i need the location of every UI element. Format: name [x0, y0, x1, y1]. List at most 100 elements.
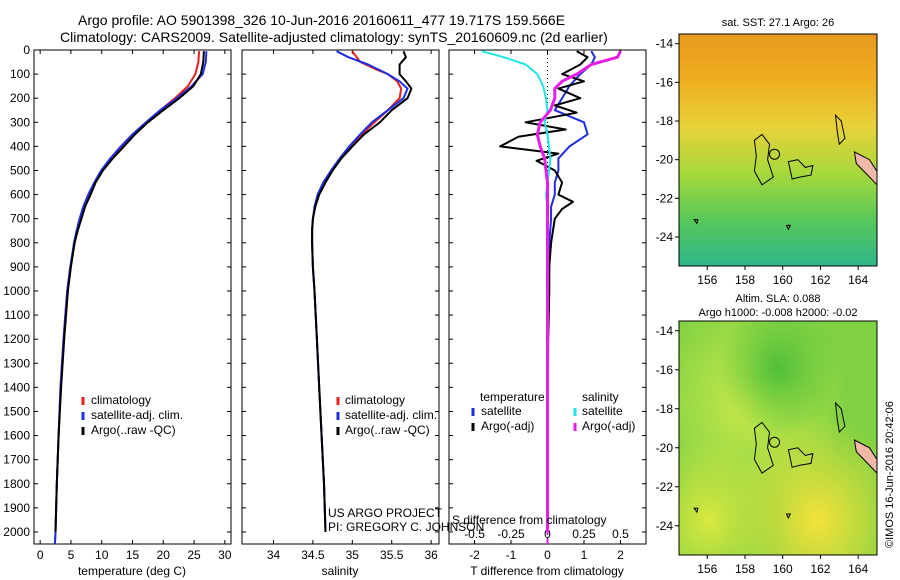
series-satellite-adj-clim	[311, 50, 409, 533]
series-argo-raw-qc	[311, 50, 413, 533]
salinity-panel: 34 34.5 35 35.5 36 climatology satellite-adj…	[241, 49, 484, 578]
y-tick-label: 200	[10, 91, 30, 105]
title-line-1: Argo profile: AO 5901398_326 10-Jun-2016…	[78, 12, 565, 28]
legend-label-satellite: satellite-adj. clim.	[91, 408, 183, 422]
y-tick-label: 500	[10, 163, 30, 177]
argo-location-marker	[769, 436, 781, 448]
y-tick-label: 1100	[4, 308, 30, 322]
map-x-tick-label: 156	[697, 273, 717, 287]
s-difference-label: S difference from climatology	[452, 513, 607, 527]
legend-label-satellite: satellite-adj. clim.	[345, 408, 437, 422]
y-tick-label: 300	[10, 115, 30, 129]
reef-outline	[693, 507, 699, 514]
legend-label-argo: Argo(..raw -QC)	[345, 423, 430, 437]
sst-map-panel: sat. SST: 27.1 Argo: 26 156 158 160 162 164 -…	[656, 17, 878, 287]
x-tick-label: 1	[581, 548, 588, 562]
map-y-tick-label: -20	[656, 153, 674, 167]
reef-outline	[693, 219, 699, 225]
s-tick-label: 0.25	[572, 527, 596, 541]
y-tick-label: 2000	[3, 525, 30, 539]
legend-title-salinity: salinity	[582, 390, 619, 404]
imos-credit: ©IMOS 16-Jun-2016 20:42:06	[884, 401, 896, 548]
legend-label-climatology: climatology	[91, 393, 151, 407]
map-y-tick-label: -16	[656, 75, 674, 89]
x-tick-label: 34	[267, 548, 281, 562]
x-tick-label: -2	[469, 548, 480, 562]
reef-outline	[753, 133, 774, 186]
reef-outline	[834, 401, 846, 434]
legend-label-temp-satellite: satellite	[481, 404, 522, 418]
x-tick-label: -1	[506, 548, 517, 562]
y-tick-label: 1900	[3, 501, 30, 515]
map-y-tick-label: -14	[656, 324, 674, 338]
map-x-tick-label: 158	[735, 562, 755, 576]
sla-map-panel: Altim. SLA: 0.088 Argo h1000: -0.008 h20…	[656, 293, 896, 576]
legend-label-argo: Argo(..raw -QC)	[91, 423, 176, 437]
map-x-tick-label: 162	[810, 562, 830, 576]
y-tick-label: 400	[10, 139, 30, 153]
map-y-tick-label: -16	[656, 363, 674, 377]
map-y-tick-label: -20	[656, 441, 674, 455]
temperature-x-label: temperature (deg C)	[78, 564, 186, 578]
argo-location-marker	[769, 148, 781, 160]
x-tick-label: 25	[187, 548, 201, 562]
s-tick-label: -0.25	[497, 527, 525, 541]
y-tick-label: 1600	[3, 429, 30, 443]
y-tick-label: 1400	[3, 380, 30, 394]
x-tick-label: 36	[424, 548, 438, 562]
map-y-tick-label: -24	[656, 519, 674, 533]
map-y-tick-label: -22	[656, 191, 674, 205]
x-tick-label: 0	[544, 548, 551, 562]
map-x-tick-label: 158	[735, 273, 755, 287]
salinity-x-label: salinity	[322, 564, 359, 578]
map-x-tick-label: 156	[697, 562, 717, 576]
y-tick-label: 1000	[3, 284, 30, 298]
x-tick-label: 10	[95, 548, 109, 562]
y-tick-label: 600	[10, 188, 30, 202]
s-tick-label: -0.5	[464, 527, 485, 541]
map-x-tick-label: 164	[848, 562, 868, 576]
x-tick-label: 20	[157, 548, 171, 562]
credit-pi: PI: GREGORY C. JOHNSON	[328, 520, 484, 534]
y-tick-label: 900	[10, 260, 30, 274]
temperature-panel: 0100200300400500600700800900100011001200…	[3, 43, 232, 578]
legend-title-temperature: temperature	[480, 390, 545, 404]
credit-project: US ARGO PROJECT	[328, 506, 443, 520]
reef-outline	[753, 421, 774, 474]
legend-label-climatology: climatology	[345, 393, 405, 407]
y-tick-label: 1200	[3, 332, 30, 346]
legend-label-temp-argo: Argo(-adj)	[481, 419, 534, 433]
map-x-tick-label: 160	[773, 273, 793, 287]
sla-map-title-1: Altim. SLA: 0.088	[736, 293, 821, 305]
y-tick-label: 1500	[3, 404, 30, 418]
y-tick-label: 700	[10, 212, 30, 226]
series-argo-raw-qc	[54, 51, 205, 533]
map-x-tick-label: 164	[848, 273, 868, 287]
sst-map-title: sat. SST: 27.1 Argo: 26	[722, 17, 835, 29]
y-tick-label: 1800	[3, 477, 30, 491]
difference-legend: temperature salinity satellite Argo(-adj…	[471, 390, 635, 433]
x-tick-label: 35.5	[380, 548, 404, 562]
y-tick-label: 1300	[3, 356, 30, 370]
series-satellite-adj-clim	[53, 51, 208, 545]
reef-outline	[787, 159, 814, 180]
legend-label-sal-satellite: satellite	[582, 404, 623, 418]
map-x-tick-label: 162	[810, 273, 830, 287]
title-line-2: Climatology: CARS2009. Satellite-adjuste…	[60, 29, 608, 45]
x-tick-label: 30	[218, 548, 232, 562]
difference-x-label: T difference from climatology	[470, 564, 624, 578]
x-tick-label: 0	[37, 548, 44, 562]
series-climatology	[53, 51, 200, 545]
y-tick-label: 800	[10, 236, 30, 250]
map-y-tick-label: -24	[656, 230, 674, 244]
temperature-legend: climatology satellite-adj. clim. Argo(..…	[81, 393, 183, 437]
map-y-tick-label: -18	[656, 402, 674, 416]
salinity-legend: climatology satellite-adj. clim. Argo(..…	[336, 393, 437, 437]
series-temperature-satellite	[546, 50, 596, 532]
reef-outline	[787, 447, 814, 468]
map-x-tick-label: 160	[773, 562, 793, 576]
series-climatology	[311, 50, 403, 533]
reef-outline	[834, 113, 846, 146]
